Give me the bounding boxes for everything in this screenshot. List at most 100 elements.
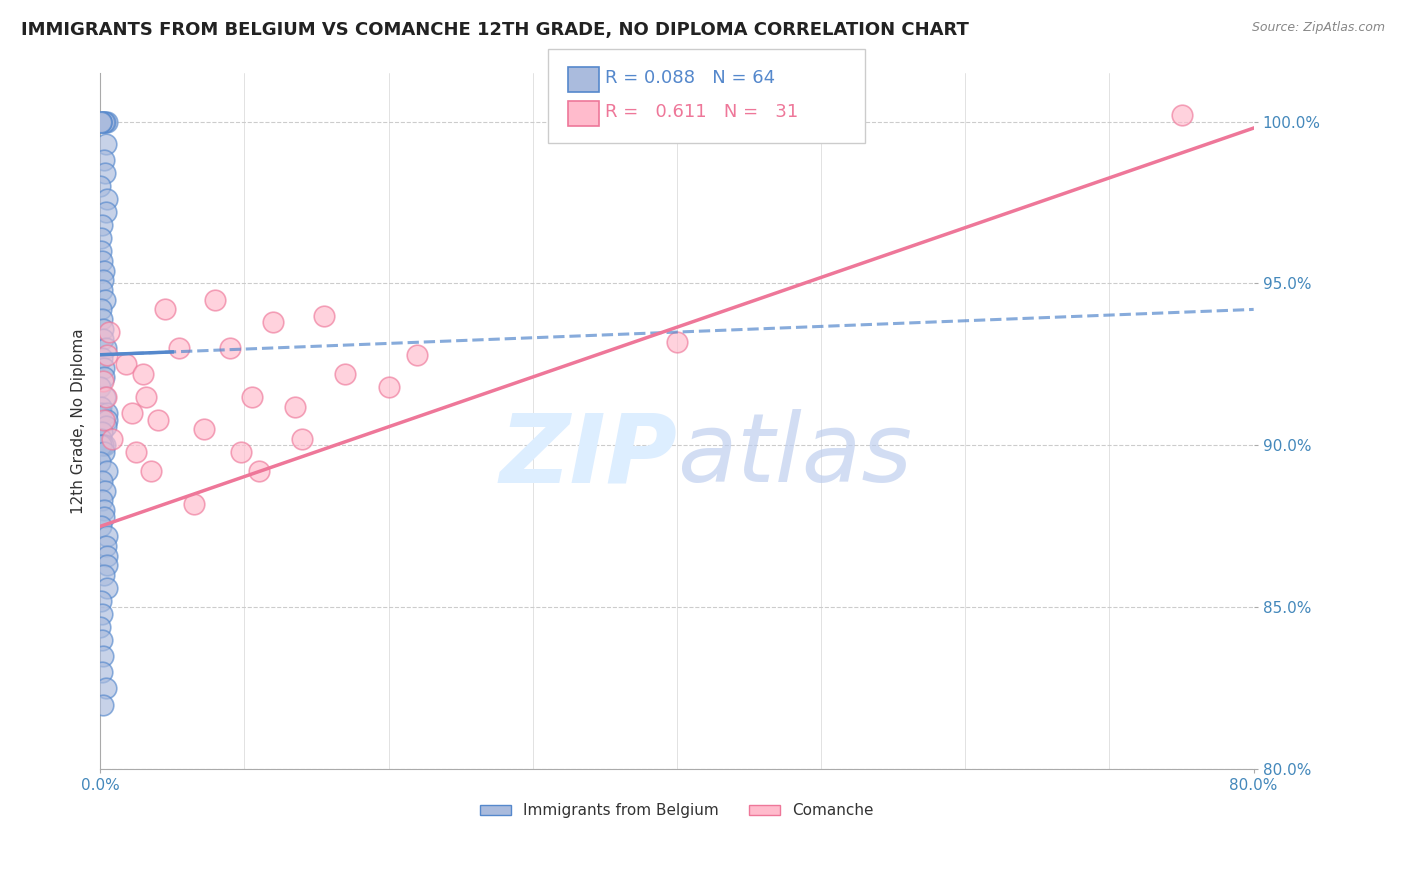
Point <box>96 581 118 595</box>
Point <box>91 322 114 336</box>
Point <box>94 205 117 219</box>
Point <box>153 302 176 317</box>
Point <box>96 549 118 563</box>
Point <box>1170 108 1192 122</box>
Point <box>90 594 112 608</box>
Point <box>146 412 169 426</box>
Point <box>91 632 114 647</box>
Point <box>90 351 112 365</box>
Point <box>139 464 162 478</box>
Point <box>406 348 429 362</box>
Point <box>89 455 111 469</box>
Point <box>94 419 117 434</box>
Point <box>93 568 115 582</box>
Point <box>97 325 120 339</box>
Point <box>91 648 114 663</box>
Point <box>94 681 117 696</box>
Text: R = 0.088   N = 64: R = 0.088 N = 64 <box>605 70 775 87</box>
Point <box>90 400 112 414</box>
Point <box>90 406 112 420</box>
Point <box>312 309 335 323</box>
Point <box>96 529 118 543</box>
Point <box>91 474 114 488</box>
Point <box>193 422 215 436</box>
Point <box>91 312 114 326</box>
Point <box>90 114 112 128</box>
Point <box>93 360 115 375</box>
Point <box>90 244 112 259</box>
Text: R =   0.611   N =   31: R = 0.611 N = 31 <box>605 103 797 121</box>
Point <box>94 390 117 404</box>
Point <box>96 406 118 420</box>
Point <box>377 380 399 394</box>
Point <box>90 114 112 128</box>
Point <box>96 114 118 128</box>
Point <box>284 400 307 414</box>
Point <box>125 445 148 459</box>
Text: ZIP: ZIP <box>499 409 676 502</box>
Point <box>90 218 112 232</box>
Point <box>93 503 115 517</box>
Point <box>100 432 122 446</box>
Point <box>262 315 284 329</box>
Point <box>91 253 114 268</box>
Point <box>183 497 205 511</box>
Point <box>247 464 270 478</box>
Point <box>240 390 263 404</box>
Point <box>96 348 118 362</box>
Point <box>219 341 242 355</box>
Point <box>91 114 114 128</box>
Point <box>90 231 112 245</box>
Point <box>135 390 157 404</box>
Point <box>93 445 115 459</box>
Text: Source: ZipAtlas.com: Source: ZipAtlas.com <box>1251 21 1385 34</box>
Point <box>94 438 117 452</box>
Point <box>96 558 118 573</box>
Point <box>335 367 357 381</box>
Point <box>94 341 117 355</box>
Point <box>93 370 115 384</box>
Point <box>96 464 118 478</box>
Point <box>96 412 118 426</box>
Point <box>96 192 118 206</box>
Point <box>93 509 115 524</box>
Point <box>132 367 155 381</box>
Point <box>169 341 191 355</box>
Point <box>89 620 111 634</box>
Point <box>231 445 253 459</box>
Point <box>93 293 115 307</box>
Point <box>93 412 115 426</box>
Point <box>96 137 118 152</box>
Point <box>91 374 114 388</box>
Point <box>89 179 111 194</box>
Point <box>204 293 226 307</box>
Y-axis label: 12th Grade, No Diploma: 12th Grade, No Diploma <box>72 328 86 514</box>
Point <box>91 425 114 440</box>
Point <box>91 665 114 680</box>
Point <box>90 519 112 533</box>
Point <box>91 493 114 508</box>
Point <box>90 302 112 317</box>
Point <box>90 438 112 452</box>
Text: atlas: atlas <box>676 409 912 502</box>
Point <box>91 698 114 712</box>
Point <box>91 273 114 287</box>
Point <box>90 432 112 446</box>
Point <box>94 114 117 128</box>
Point <box>94 166 117 180</box>
Text: IMMIGRANTS FROM BELGIUM VS COMANCHE 12TH GRADE, NO DIPLOMA CORRELATION CHART: IMMIGRANTS FROM BELGIUM VS COMANCHE 12TH… <box>21 21 969 38</box>
Point <box>115 358 138 372</box>
Point <box>121 406 143 420</box>
Point <box>94 539 117 553</box>
Point <box>90 607 112 621</box>
Point <box>89 380 111 394</box>
Point <box>93 390 115 404</box>
Point <box>90 114 112 128</box>
Point <box>291 432 314 446</box>
Point <box>93 153 115 168</box>
Point <box>94 483 117 498</box>
Legend: Immigrants from Belgium, Comanche: Immigrants from Belgium, Comanche <box>474 797 880 824</box>
Point <box>93 263 115 277</box>
Point <box>93 114 115 128</box>
Point <box>91 283 114 297</box>
